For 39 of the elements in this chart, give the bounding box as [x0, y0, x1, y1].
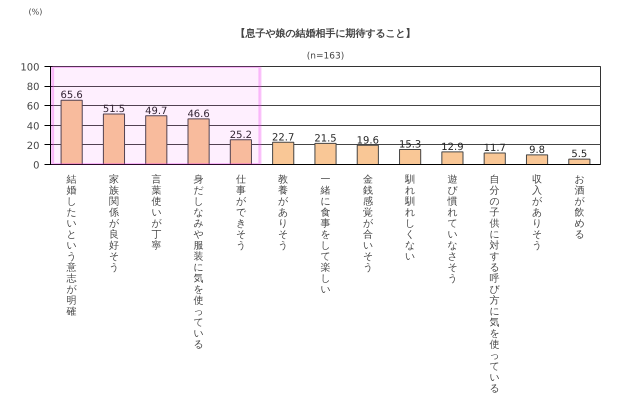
data-label: 19.6	[356, 135, 379, 146]
data-label: 9.8	[529, 144, 545, 156]
chart-subtitle: (n=163)	[306, 52, 344, 62]
x-tick-label: お酒が飲める	[574, 174, 586, 240]
y-tick-label: 100	[20, 62, 40, 74]
data-label: 22.7	[272, 132, 294, 144]
bar	[484, 152, 506, 164]
bar	[568, 158, 590, 164]
x-tick-label: 仕事ができそう	[236, 174, 247, 252]
y-tick-label: 0	[33, 160, 40, 172]
x-tick-label: 馴れ馴れしくない	[404, 174, 416, 262]
y-tick-label: 20	[26, 140, 40, 152]
y-tick-label: 60	[26, 102, 40, 113]
data-label: 11.7	[484, 143, 506, 154]
text: (%)	[28, 8, 42, 16]
data-label: 5.5	[571, 149, 588, 160]
category-label: 身だしなみや服装に気を使っている	[194, 174, 204, 350]
data-label: 51.5	[102, 104, 126, 116]
bar	[441, 151, 464, 164]
category-label: 結婚したいという意志が明確	[66, 174, 77, 318]
data-label: 46.6	[187, 108, 210, 120]
x-tick-label: 収入がありそう	[532, 174, 544, 252]
category-label: 家族関係が良好そう	[108, 174, 119, 274]
data-label: 49.7	[145, 106, 168, 117]
chart-title: 【息子や娘の結婚相手に期待すること】	[236, 28, 416, 40]
data-label: 21.5	[314, 133, 337, 144]
data-label: 12.9	[441, 142, 464, 153]
data-label: 65.6	[60, 90, 83, 102]
category-label: 自分の子供に対する呼び方に気を使っている	[490, 174, 500, 394]
x-tick-label: 教養がありそう	[278, 174, 290, 252]
category-label: 金銭感覚が合いそう	[362, 174, 373, 274]
x-tick-label: 言葉使いが丁寧	[151, 174, 162, 252]
category-label: 遊び慣れていなさそう	[447, 174, 458, 284]
category-label: 一緒に食事をして楽しい	[320, 174, 330, 296]
bar	[399, 149, 422, 164]
data-label: 25.2	[230, 130, 252, 141]
bar	[526, 154, 548, 164]
y-tick-label: 40	[26, 121, 40, 132]
y-tick-label: 80	[26, 82, 40, 94]
